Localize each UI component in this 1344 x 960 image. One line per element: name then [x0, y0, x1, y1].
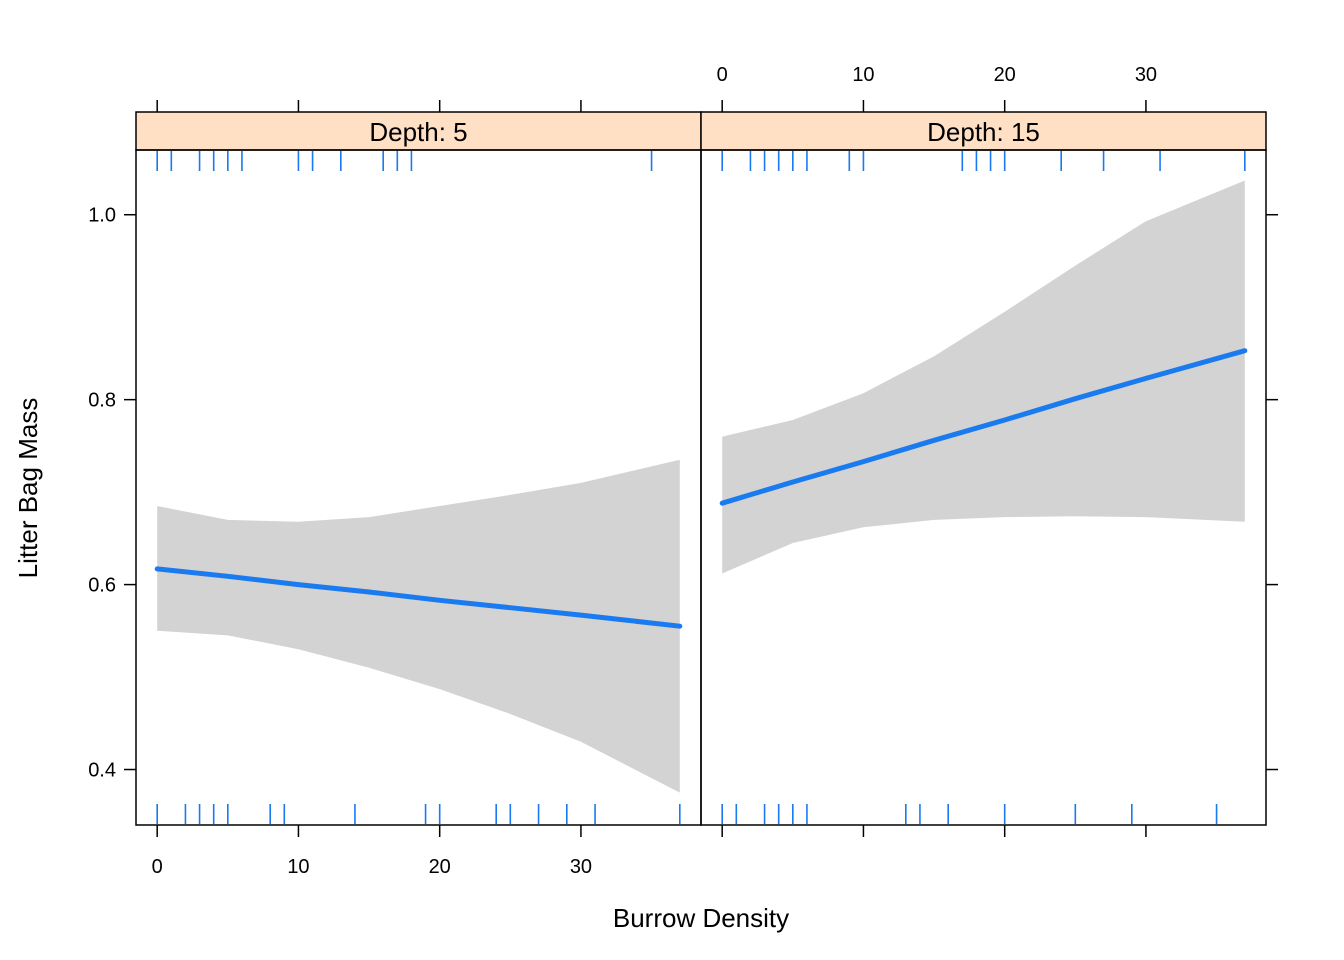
fit-line-2 — [719, 348, 1248, 506]
strips: Depth: 5 Depth: 15 — [135, 111, 1267, 151]
panel-frames — [135, 149, 1267, 826]
panel-frame-2 — [700, 149, 1267, 826]
x-tick-label-bottom: 20 — [429, 856, 451, 878]
x-tick-label-bottom: 10 — [287, 856, 309, 878]
fit-line-1 — [154, 566, 683, 629]
x-tick-label-top: 0 — [717, 64, 728, 86]
y-tick-label: 1.0 — [88, 205, 116, 227]
y-tick-label: 0.8 — [88, 390, 116, 412]
y-tick-label: 0.6 — [88, 575, 116, 597]
x-tick-label-top: 30 — [1135, 64, 1157, 86]
x-axis-title: Burrow Density — [613, 903, 789, 933]
x-tick-label-bottom: 0 — [152, 856, 163, 878]
rug-marks — [156, 151, 1246, 824]
y-axis-title: Litter Bag Mass — [13, 398, 43, 579]
confidence-band-2 — [722, 180, 1245, 574]
x-tick-label-top: 10 — [852, 64, 874, 86]
y-tick-label: 0.4 — [88, 760, 116, 782]
confidence-bands — [157, 180, 1245, 793]
x-tick-label-bottom: 30 — [570, 856, 592, 878]
strip-1 — [135, 111, 702, 151]
strip-label-1: Depth: 5 — [369, 117, 467, 147]
fit-lines — [154, 348, 1248, 629]
strip-label-2: Depth: 15 — [927, 117, 1040, 147]
axes: 0 10 20 30 0 10 20 30 0.4 0.6 0.8 1.0 — [88, 64, 1278, 878]
strip-2 — [700, 111, 1267, 151]
confidence-band-1 — [157, 459, 680, 793]
x-tick-label-top: 20 — [994, 64, 1016, 86]
